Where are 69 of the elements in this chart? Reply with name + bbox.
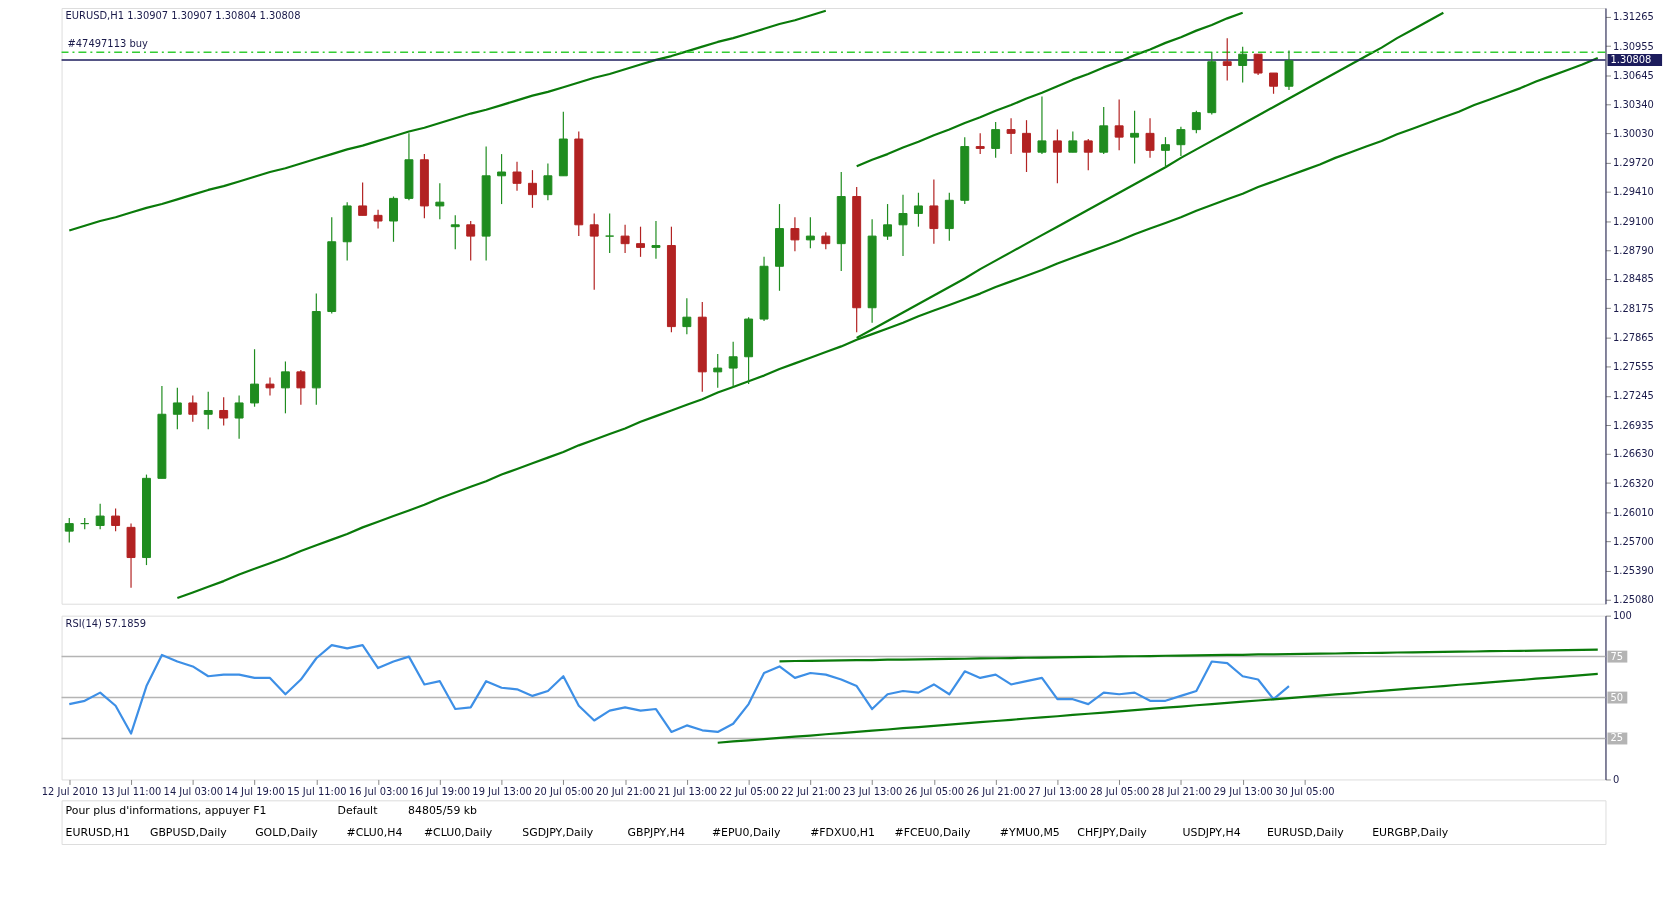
x-tick-label: 16 Jul 03:00 xyxy=(348,785,409,797)
y-tick-label: 1.26630 xyxy=(1612,448,1654,460)
text: USDJPY,H4 xyxy=(1182,826,1241,840)
text: #FCEU0,Daily xyxy=(894,826,972,840)
x-tick-label: 26 Jul 21:00 xyxy=(966,785,1026,797)
x-tick-label: 22 Jul 21:00 xyxy=(781,785,841,797)
x-tick-label: 22 Jul 05:00 xyxy=(719,785,779,797)
y-tick-label: 1.30955 xyxy=(1612,40,1654,52)
x-tick-label: 30 Jul 05:00 xyxy=(1275,785,1335,797)
text: #YMU0,M5 xyxy=(999,826,1060,840)
text: Pour plus d'informations, appuyer F1 xyxy=(65,804,267,818)
ref-line-label: 75 xyxy=(1610,650,1624,662)
x-tick-label: 20 Jul 05:00 xyxy=(534,785,594,797)
ref-line-label: #47497113 buy xyxy=(67,38,148,50)
ref-line-label: 25 xyxy=(1610,732,1624,744)
y-tick-label: 1.30030 xyxy=(1612,127,1654,139)
y-tick-label: 1.28790 xyxy=(1612,244,1654,256)
x-tick-label: 15 Jul 11:00 xyxy=(287,785,347,797)
y-tick-label: 1.28175 xyxy=(1612,302,1654,314)
x-tick-label: 29 Jul 13:00 xyxy=(1213,785,1273,797)
text: #CLU0,H4 xyxy=(346,826,403,840)
x-tick-label: 14 Jul 03:00 xyxy=(163,785,223,797)
y-tick-label: 1.28485 xyxy=(1612,273,1654,285)
y-tick-label: 1.31265 xyxy=(1612,11,1654,23)
y-tick-label: 1.25390 xyxy=(1612,565,1654,577)
x-tick-label: 14 Jul 19:00 xyxy=(225,785,285,797)
ref-line-label: 1.30808 xyxy=(1610,54,1652,66)
y-tick-label: 1.27245 xyxy=(1612,390,1654,402)
text: EURGBP,Daily xyxy=(1372,826,1449,840)
y-tick-label: 1.27865 xyxy=(1612,331,1654,343)
text: GOLD,Daily xyxy=(255,826,319,840)
y-tick-label: 1.29720 xyxy=(1612,157,1654,169)
x-tick-label: 13 Jul 11:00 xyxy=(101,785,162,797)
x-tick-label: 21 Jul 13:00 xyxy=(657,785,718,797)
y-tick-label: 0 xyxy=(1612,773,1620,785)
text: 84805/59 kb xyxy=(408,804,478,818)
y-tick-label: 1.25080 xyxy=(1612,594,1654,606)
text: #CLU0,Daily xyxy=(423,826,493,840)
y-tick-label: 1.26935 xyxy=(1612,419,1654,431)
text: GBPJPY,H4 xyxy=(627,826,685,840)
text: Default xyxy=(337,804,379,818)
text: GBPUSD,Daily xyxy=(149,826,228,840)
y-tick-label: 1.25700 xyxy=(1612,535,1654,547)
y-tick-label: 1.29100 xyxy=(1612,215,1654,227)
y-tick-label: 100 xyxy=(1612,610,1632,622)
text: #FDXU0,H1 xyxy=(810,826,875,840)
text: CHFJPY,Daily xyxy=(1077,826,1148,840)
text: SGDJPY,Daily xyxy=(522,826,594,840)
text: EURUSD,H1 xyxy=(65,826,130,840)
x-tick-label: 12 Jul 2010 xyxy=(41,785,98,797)
text: #EPU0,Daily xyxy=(711,826,782,840)
x-tick-label: 16 Jul 19:00 xyxy=(410,785,471,797)
y-tick-label: 1.27555 xyxy=(1612,361,1654,373)
x-tick-label: 28 Jul 21:00 xyxy=(1151,785,1212,797)
y-tick-label: 1.29410 xyxy=(1612,186,1654,198)
text: EURUSD,Daily xyxy=(1266,826,1345,840)
y-tick-label: 1.26010 xyxy=(1612,506,1654,518)
x-tick-label: 23 Jul 13:00 xyxy=(842,785,903,797)
ref-line-label: 50 xyxy=(1610,691,1624,703)
y-tick-label: 1.26320 xyxy=(1612,477,1654,489)
x-tick-label: 28 Jul 05:00 xyxy=(1089,785,1150,797)
x-tick-label: 26 Jul 05:00 xyxy=(904,785,965,797)
y-tick-label: 1.30645 xyxy=(1612,69,1654,81)
x-tick-label: 19 Jul 13:00 xyxy=(472,785,532,797)
chart-title: EURUSD,H1 1.30907 1.30907 1.30804 1.30808 xyxy=(65,9,301,21)
chart-title: RSI(14) 57.1859 xyxy=(65,617,147,629)
y-tick-label: 1.30340 xyxy=(1612,98,1654,110)
x-tick-label: 20 Jul 21:00 xyxy=(595,785,656,797)
x-tick-label: 27 Jul 13:00 xyxy=(1028,785,1088,797)
